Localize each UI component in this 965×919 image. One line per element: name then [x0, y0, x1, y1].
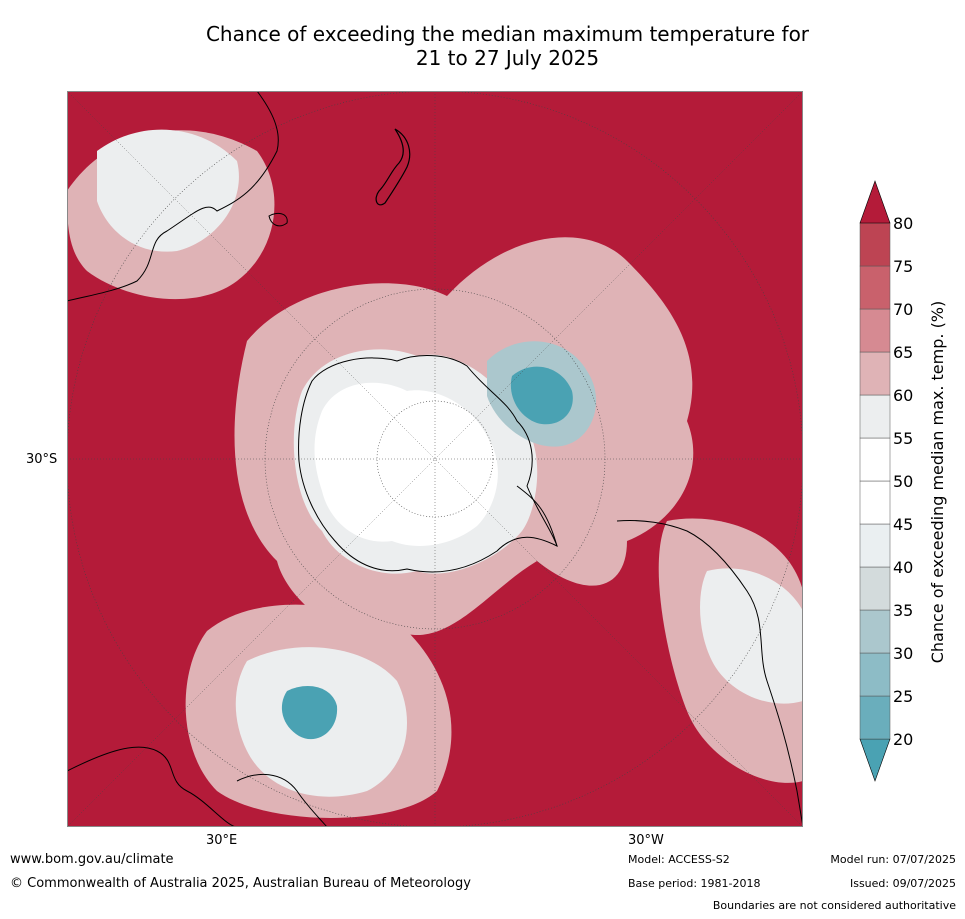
footer-base-period: Base period: 1981-2018 — [628, 877, 761, 890]
footer-disclaimer: Boundaries are not considered authoritat… — [712, 899, 956, 912]
colorbar: 20 25 30 35 40 45 50 55 60 65 70 75 80 Chance of exc… — [859, 180, 947, 782]
colorbar-block — [859, 394, 891, 439]
probability-zone-south-indian-low — [281, 686, 338, 740]
colorbar-block — [859, 566, 891, 611]
colorbar-tick-label: 60 — [893, 386, 913, 405]
colorbar-block — [859, 523, 891, 568]
colorbar-tick-label: 20 — [893, 730, 913, 749]
antarctic-peninsula — [516, 485, 558, 547]
tasmania-coastline — [268, 212, 288, 227]
colorbar-block — [859, 308, 891, 353]
southern-africa-coastline — [67, 746, 238, 827]
footer-site: www.bom.gov.au/climate — [10, 852, 174, 867]
colorbar-tick-label: 75 — [893, 257, 913, 276]
lon-label-30e: 30°E — [206, 833, 238, 848]
colorbar-block — [859, 480, 891, 525]
footer-model: Model: ACCESS-S2 — [628, 853, 730, 866]
colorbar-tick-label: 80 — [893, 214, 913, 233]
colorbar-tick-label: 35 — [893, 601, 913, 620]
colorbar-block — [859, 652, 891, 697]
colorbar-tick-label: 65 — [893, 343, 913, 362]
colorbar-block — [859, 351, 891, 396]
footer-copyright: © Commonwealth of Australia 2025, Austra… — [10, 876, 471, 891]
lon-label-30w: 30°W — [628, 833, 664, 848]
colorbar-tick-label: 40 — [893, 558, 913, 577]
colorbar-block — [859, 695, 891, 740]
colorbar-blocks — [859, 180, 891, 782]
map-frame — [67, 91, 803, 827]
new-zealand-coastline — [375, 128, 411, 206]
map-title-line2: 21 to 27 July 2025 — [415, 46, 600, 70]
colorbar-block — [859, 265, 891, 310]
footer-issued: Issued: 09/07/2025 — [849, 877, 956, 890]
colorbar-block — [859, 222, 891, 267]
probability-zone-white — [314, 382, 498, 546]
probability-zone-australia-neutral — [97, 129, 239, 252]
lat-label-30s: 30°S — [26, 452, 58, 467]
colorbar-label: Chance of exceeding median max. temp. (%… — [928, 301, 947, 664]
graticule-meridian-c — [67, 91, 803, 827]
south-america-coastline — [616, 520, 803, 827]
colorbar-tick-label: 45 — [893, 515, 913, 534]
colorbar-ticks: 20 25 30 35 40 45 50 55 60 65 70 75 80 — [893, 214, 913, 749]
colorbar-block — [859, 609, 891, 654]
colorbar-tick-label: 70 — [893, 300, 913, 319]
probability-zone-south-america-neutral — [700, 568, 803, 704]
graticule-meridian-d — [67, 91, 803, 827]
madagascar-coastline — [236, 773, 328, 827]
antarctica-coastline — [298, 355, 558, 573]
footer-model-run: Model run: 07/07/2025 — [830, 853, 956, 866]
colorbar-extend-low — [859, 738, 891, 782]
colorbar-tick-label: 30 — [893, 644, 913, 663]
map-title-line1: Chance of exceeding the median maximum t… — [205, 22, 810, 46]
colorbar-extend-high — [859, 180, 891, 224]
australia-coastline — [67, 91, 279, 302]
colorbar-tick-label: 55 — [893, 429, 913, 448]
colorbar-tick-label: 25 — [893, 687, 913, 706]
colorbar-tick-label: 50 — [893, 472, 913, 491]
polar-map — [67, 91, 803, 827]
colorbar-block — [859, 437, 891, 482]
probability-zone-very-low-atlantic — [510, 366, 573, 425]
